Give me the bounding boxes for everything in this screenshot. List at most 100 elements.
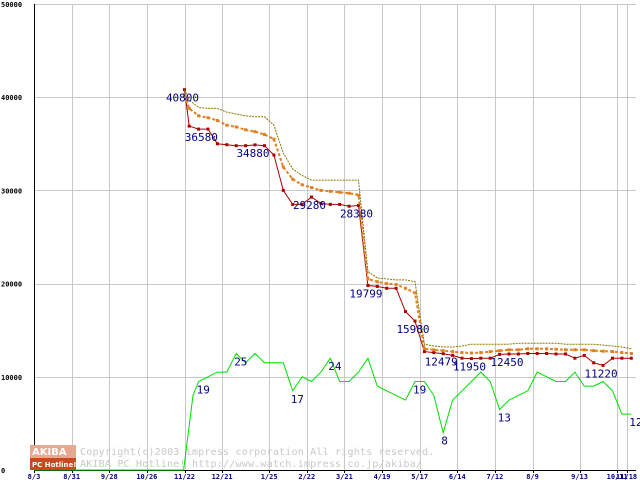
footer-logo: AKIBA PC Hotline! — [30, 445, 76, 470]
point-average-price — [629, 352, 633, 355]
point-min-price — [215, 142, 219, 146]
logo-bottom-text: PC Hotline! — [32, 461, 76, 469]
point-average-price — [187, 106, 191, 110]
point-min-price — [234, 144, 238, 148]
point-average-price — [451, 350, 455, 354]
x-tick-label: 9/28 — [101, 473, 118, 480]
data-label: 12450 — [490, 356, 523, 369]
point-average-price — [272, 137, 276, 141]
point-min-price — [291, 202, 295, 206]
point-average-price — [498, 349, 502, 353]
point-average-price — [432, 348, 436, 352]
point-average-price — [385, 282, 389, 286]
point-average-price — [263, 133, 266, 136]
x-tick-label: 8/9 — [526, 473, 539, 480]
point-average-price — [215, 119, 219, 122]
x-tick-label: 2/22 — [298, 473, 315, 480]
point-min-price — [611, 356, 614, 360]
point-min-price — [375, 284, 379, 288]
point-average-price — [225, 123, 229, 127]
x-tick-label: 1/25 — [261, 473, 278, 480]
data-label: 11950 — [453, 361, 486, 374]
point-average-price — [479, 351, 483, 355]
data-label: 8 — [441, 435, 448, 448]
data-label: 34880 — [236, 147, 269, 160]
y-tick-label: 50000 — [1, 1, 22, 9]
point-average-price — [545, 347, 549, 351]
point-average-price — [573, 348, 577, 352]
y-tick-label: 40000 — [1, 94, 22, 102]
point-min-price — [263, 144, 266, 148]
x-tick-label: 8/31 — [63, 473, 80, 480]
point-average-price — [366, 277, 370, 281]
point-min-price — [592, 361, 596, 365]
point-min-price — [535, 352, 539, 355]
point-average-price — [197, 114, 201, 118]
series-shop-count — [34, 352, 632, 471]
data-label: 28380 — [340, 208, 373, 221]
point-average-price — [469, 351, 473, 355]
point-min-price — [366, 284, 370, 287]
data-label: 13 — [498, 411, 511, 424]
y-tick-labels: 0 10000 20000 30000 40000 50000 — [1, 1, 22, 475]
point-min-price — [404, 310, 407, 314]
point-min-price — [469, 357, 473, 361]
x-tick-label: 3/21 — [336, 473, 353, 480]
point-average-price — [234, 125, 238, 129]
point-min-price — [564, 352, 567, 356]
point-min-price — [253, 143, 257, 147]
point-min-price — [516, 352, 520, 356]
point-min-price — [394, 286, 398, 290]
logo-top-text: AKIBA — [32, 447, 67, 458]
point-average-price — [375, 280, 379, 284]
point-average-price — [413, 291, 417, 295]
point-average-price — [404, 286, 407, 290]
site-url-text: AKIBA PC Hotline! http://www.watch.impre… — [80, 459, 422, 470]
point-min-price — [601, 363, 605, 367]
point-min-price — [582, 353, 586, 357]
point-min-price — [432, 351, 436, 355]
y-tick-label: 0 — [1, 467, 5, 475]
x-tick-label: 5/17 — [411, 473, 428, 480]
x-tick-label: 4/19 — [374, 473, 391, 480]
data-label: 12479 — [425, 356, 458, 369]
point-min-price — [460, 356, 464, 360]
data-label: 19 — [413, 384, 426, 397]
point-average-price — [507, 348, 511, 352]
point-min-price — [338, 202, 342, 206]
point-min-price — [244, 144, 248, 148]
x-tick-label: 12/21 — [212, 473, 233, 480]
series-lines — [34, 88, 633, 471]
data-label: 24 — [328, 360, 342, 373]
data-label: 25 — [234, 356, 247, 369]
y-tick-label: 30000 — [1, 187, 22, 195]
point-average-price — [422, 347, 426, 351]
data-label: 19799 — [349, 288, 382, 301]
point-average-price — [535, 347, 539, 351]
point-average-price — [611, 350, 614, 354]
point-average-price — [244, 128, 248, 132]
point-min-price — [413, 319, 417, 323]
point-average-price — [183, 93, 186, 97]
data-labels: 40800 36580 34880 29280 28380 19799 15980 12479… — [166, 92, 640, 448]
data-label: 29280 — [293, 199, 326, 212]
point-min-price — [422, 350, 426, 354]
point-min-price — [507, 352, 511, 356]
point-min-price — [385, 286, 389, 290]
x-tick-label: 11/22 — [174, 473, 195, 480]
point-average-price — [526, 347, 530, 351]
copyright-text: Copyright(c)2003 impress corporation All… — [80, 447, 435, 458]
point-min-price — [545, 352, 549, 355]
point-min-price — [451, 353, 455, 357]
data-label: 15980 — [396, 323, 429, 336]
point-average-price — [620, 351, 624, 355]
point-average-price — [441, 349, 445, 353]
point-average-price — [253, 130, 257, 134]
point-min-price — [281, 188, 285, 192]
point-average-price — [291, 177, 295, 181]
point-average-price — [516, 348, 520, 352]
series-max-price — [184, 89, 632, 350]
y-tick-label: 10000 — [1, 374, 22, 382]
y-tick-label: 20000 — [1, 281, 22, 289]
